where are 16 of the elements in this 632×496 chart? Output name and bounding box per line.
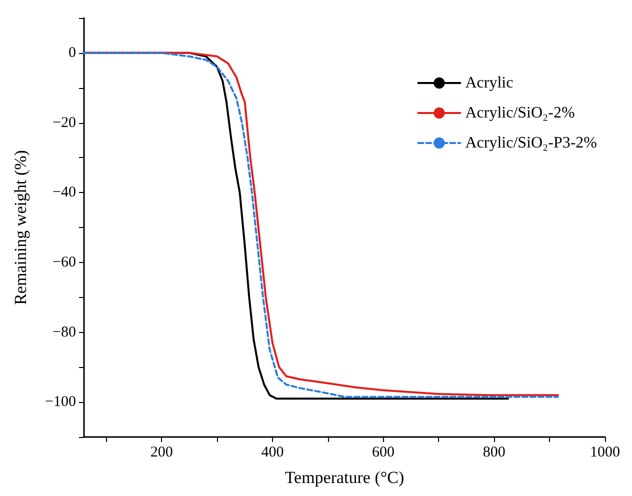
- legend-label: Acrylic: [465, 74, 514, 92]
- y-tick-label: −40: [52, 184, 76, 201]
- y-tick-label: 0: [68, 44, 76, 61]
- y-tick-label: −80: [52, 324, 76, 340]
- x-tick-label: 800: [482, 444, 506, 460]
- x-tick-label: 600: [372, 444, 395, 460]
- legend-label: Acrylic/SiO₂-2%: [465, 104, 575, 122]
- x-axis-title: Temperature (°C): [284, 468, 404, 487]
- x-tick-label: 400: [261, 444, 284, 460]
- y-tick-label: −60: [52, 254, 76, 270]
- x-tick-label: 1000: [590, 444, 620, 460]
- y-tick-label: −20: [52, 114, 76, 131]
- legend-label: Acrylic/SiO₂-P3-2%: [465, 134, 597, 152]
- y-tick-label: −100: [45, 394, 76, 410]
- x-tick-label: 200: [150, 444, 173, 460]
- y-axis-title: Remaining weight (%): [11, 150, 30, 305]
